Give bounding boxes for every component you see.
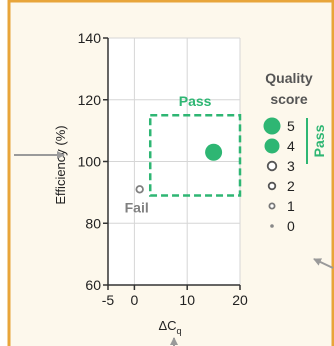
data-point (135, 185, 144, 194)
pass-region-label: Pass (179, 93, 212, 109)
x-axis-label: ΔCq (158, 318, 181, 336)
legend: Quality score 5 4 3 2 1 0 Pass (263, 70, 327, 234)
legend-label: 2 (287, 178, 295, 194)
pass-region-box (148, 113, 242, 197)
right-pointer-arrow (313, 258, 334, 269)
legend-label: 4 (287, 138, 295, 154)
legend-marker (268, 202, 276, 210)
y-tick-label: 100 (78, 154, 102, 170)
x-tick-label: 0 (131, 292, 139, 308)
data-point (205, 143, 223, 161)
y-tick-label: 120 (78, 92, 102, 108)
legend-label: 1 (287, 198, 295, 214)
legend-title-line2: score (270, 91, 308, 107)
x-tick-label: 20 (232, 292, 248, 308)
x-axis-label-subscript: q (177, 326, 182, 336)
legend-label: 0 (287, 218, 295, 234)
x-tick-label: -5 (102, 292, 115, 308)
fail-annotation: Fail (125, 199, 149, 215)
legend-marker (264, 138, 280, 154)
plot-area: 60 80 100 120 140 -5 0 10 20 (78, 30, 248, 308)
legend-label: 3 (287, 158, 295, 174)
legend-marker (263, 117, 281, 135)
legend-pass-label: Pass (311, 124, 327, 157)
x-tick-label: 10 (179, 292, 195, 308)
legend-marker (267, 181, 277, 191)
x-axis-label-base: ΔC (158, 318, 176, 333)
legend-items: 5 4 3 2 1 0 (263, 117, 295, 234)
y-tick-label: 60 (85, 277, 101, 293)
legend-marker (266, 160, 278, 172)
y-tick-label: 80 (85, 215, 101, 231)
legend-label: 5 (287, 118, 295, 134)
y-axis-label: Efficiency (%) (53, 125, 68, 204)
legend-marker (270, 224, 274, 228)
y-tick-label: 140 (78, 30, 102, 46)
legend-title-line1: Quality (265, 70, 313, 86)
